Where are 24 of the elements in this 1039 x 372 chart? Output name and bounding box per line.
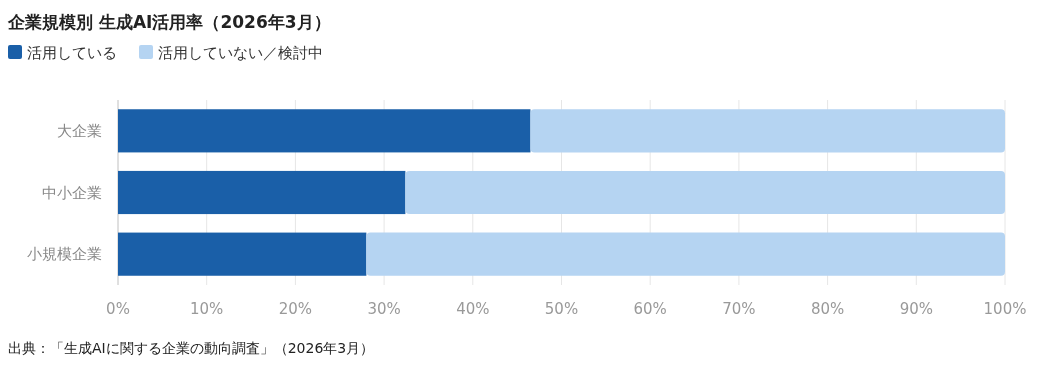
- x-tick-label: 100%: [983, 300, 1027, 318]
- x-tick-label: 60%: [633, 300, 667, 318]
- bar: [118, 232, 367, 276]
- y-tick-label: 小規模企業: [27, 245, 102, 264]
- bar: [118, 170, 406, 215]
- x-tick-label: 40%: [456, 300, 490, 318]
- legend-label: 活用していない／検討中: [158, 44, 323, 62]
- x-tick-label: 30%: [367, 300, 401, 318]
- bar: [366, 232, 1005, 276]
- y-tick-label: 大企業: [57, 121, 102, 140]
- bar: [118, 109, 531, 153]
- source-note: 出典：「生成AIに関する企業の動向調査」（2026年3月）: [8, 340, 375, 356]
- chart-title: 企業規模別 生成AI活用率（2026年3月）: [7, 12, 331, 32]
- x-tick-label: 80%: [810, 300, 845, 318]
- x-tick-label: 90%: [899, 300, 933, 318]
- x-tick-label: 0%: [106, 300, 130, 318]
- bar: [530, 109, 1005, 153]
- bar: [405, 170, 1005, 215]
- x-tick-label: 70%: [722, 300, 756, 318]
- x-tick-label: 20%: [278, 300, 313, 318]
- x-tick-label: 10%: [190, 300, 224, 318]
- legend-label: 活用している: [27, 44, 117, 62]
- y-tick-label: 中小企業: [42, 183, 102, 202]
- x-tick-label: 50%: [544, 300, 579, 318]
